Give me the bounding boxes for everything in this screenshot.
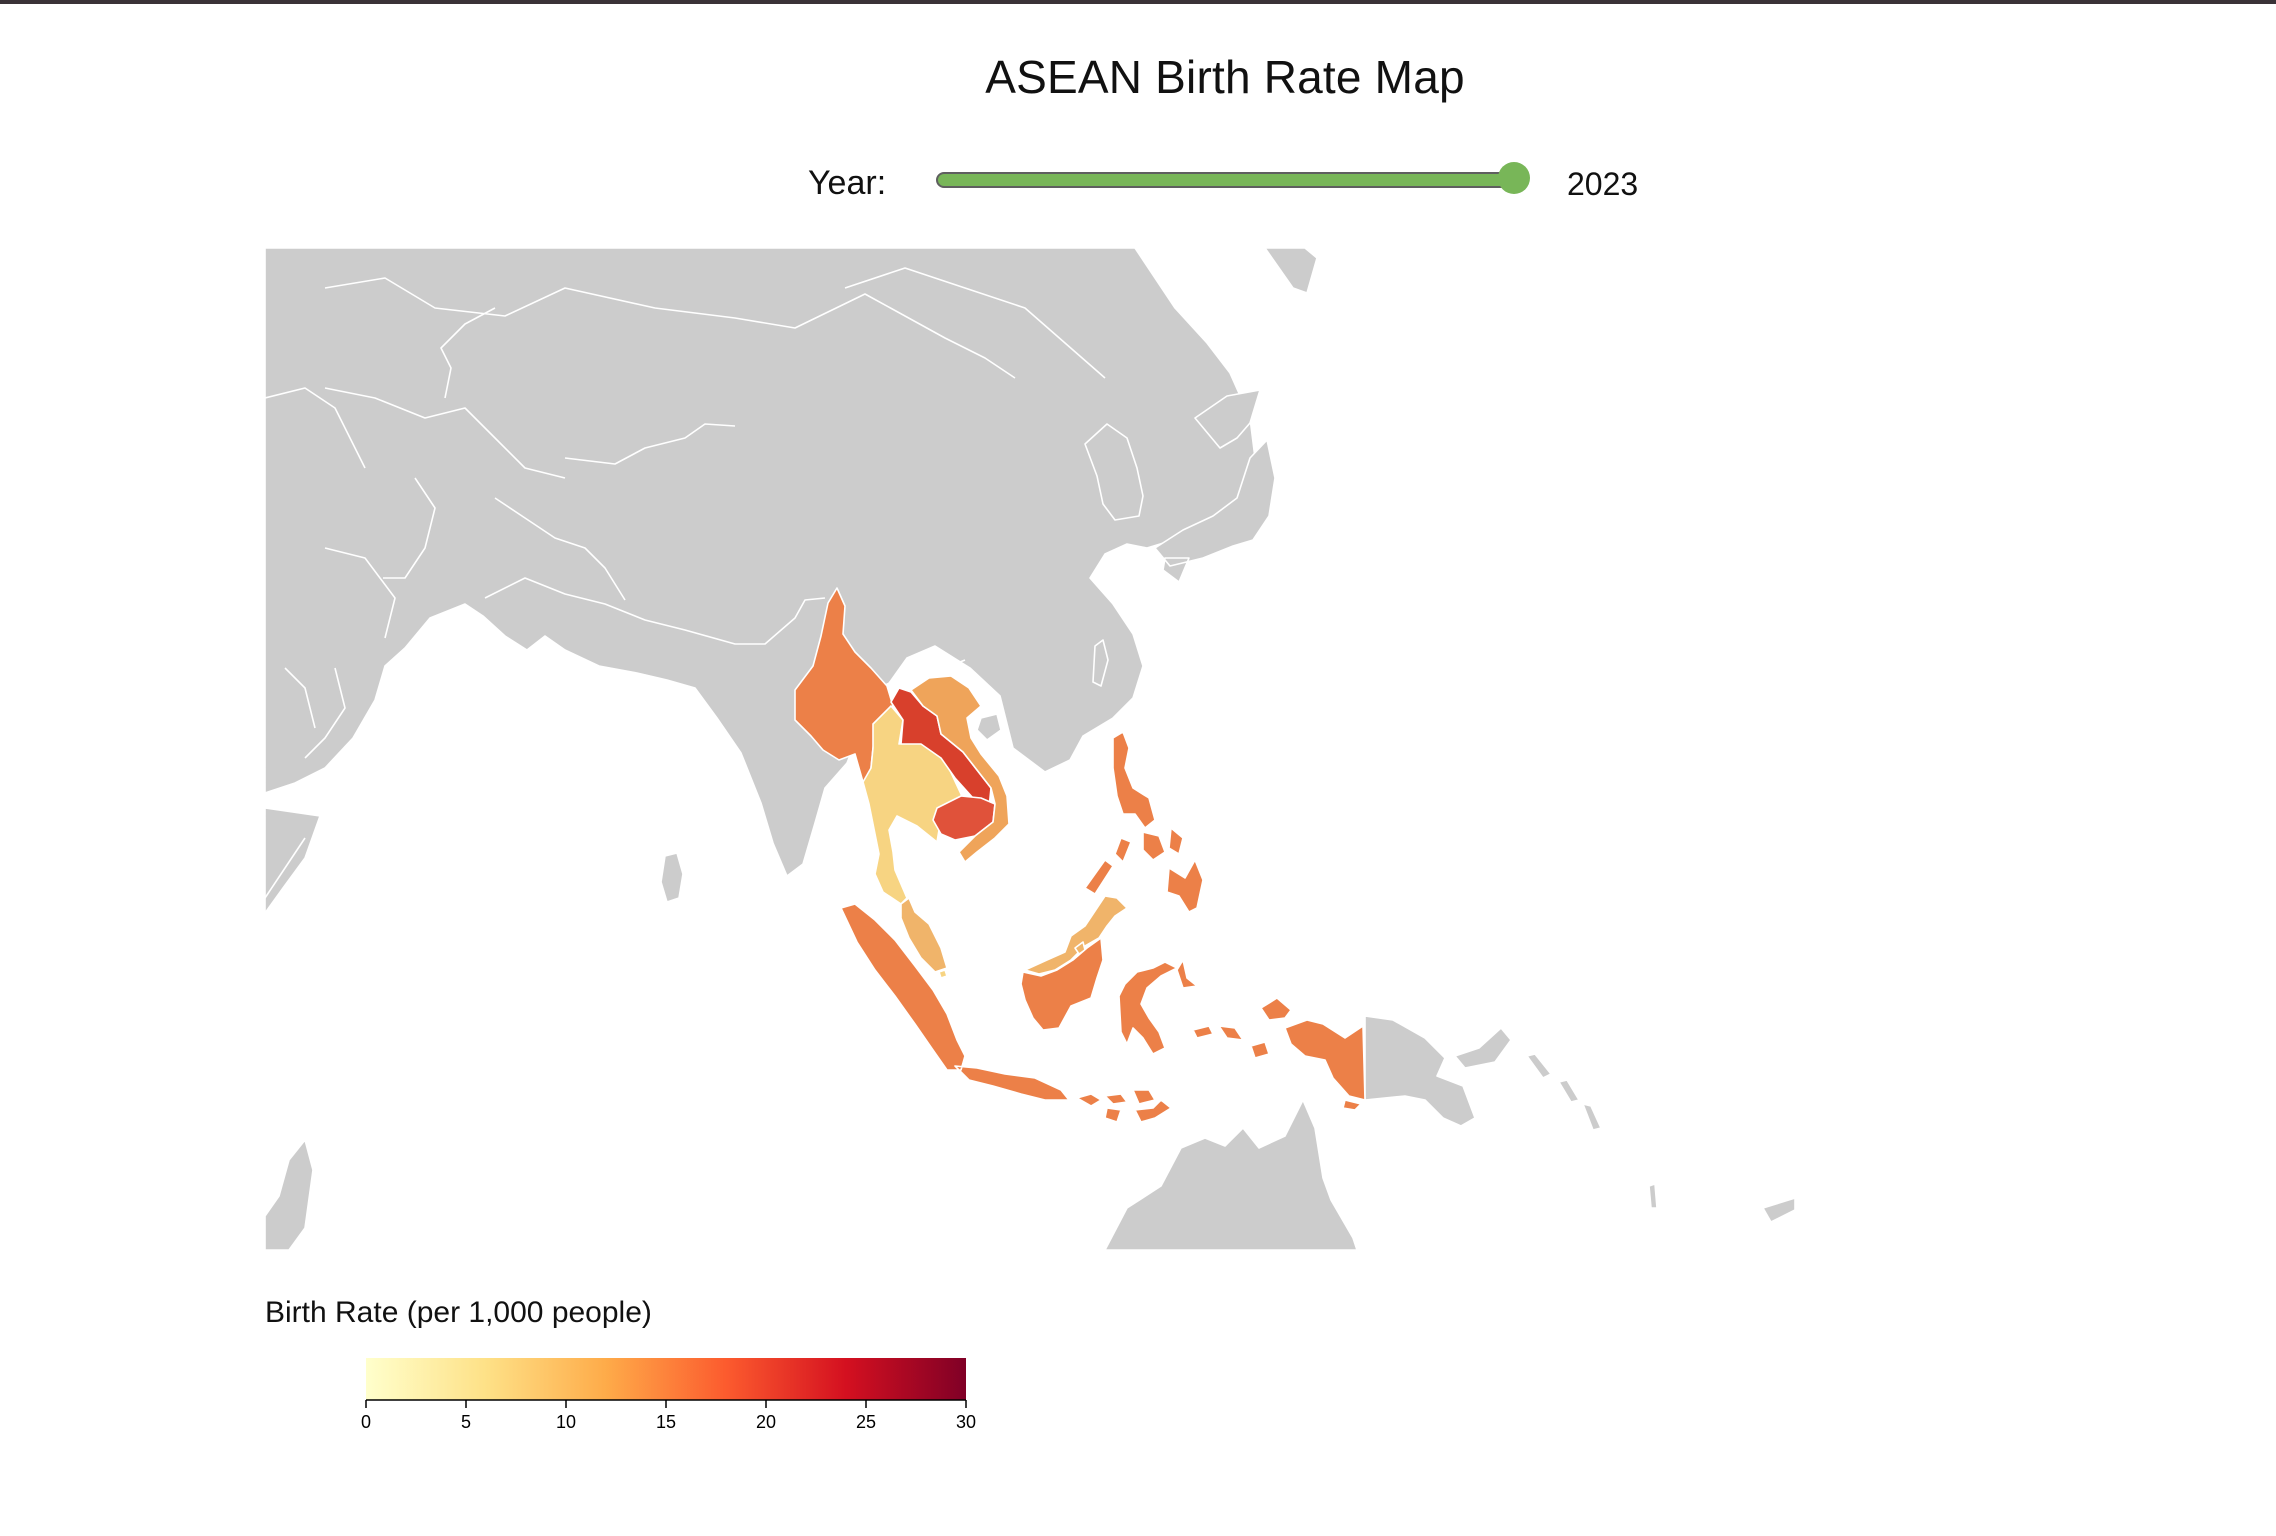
country-papua-new-guinea[interactable]	[1364, 1015, 1476, 1127]
country-eurasia[interactable]	[265, 248, 1256, 877]
legend-tick-label: 5	[461, 1412, 471, 1432]
country-vanuatu[interactable]	[1648, 1183, 1795, 1223]
year-label: Year:	[808, 164, 887, 202]
legend-tick-label: 25	[856, 1412, 876, 1432]
country-malaysia-peninsula[interactable]	[900, 897, 948, 973]
country-vietnam[interactable]	[910, 675, 1010, 863]
year-value: 2023	[1567, 166, 1639, 202]
country-hainan[interactable]	[976, 713, 1002, 741]
country-new-britain[interactable]	[1454, 1027, 1512, 1069]
country-solomon-islands[interactable]	[1526, 1053, 1602, 1131]
country-malaysia-borneo[interactable]	[1024, 895, 1128, 975]
country-singapore[interactable]	[938, 969, 948, 979]
country-taiwan[interactable]	[1092, 639, 1109, 687]
legend-ticks: 0 5 10 15 20 25 30	[361, 1400, 976, 1432]
page-title: ASEAN Birth Rate Map	[985, 51, 1465, 103]
window-top-border	[0, 0, 2276, 4]
country-madagascar[interactable]	[265, 1139, 314, 1250]
country-japan[interactable]	[1154, 389, 1276, 583]
country-australia[interactable]	[1104, 1099, 1358, 1250]
year-control: Year: 2023	[0, 150, 2276, 210]
country-sri-lanka[interactable]	[660, 852, 684, 903]
legend-tick-label: 15	[656, 1412, 676, 1432]
legend-tick-label: 30	[956, 1412, 976, 1432]
country-africa[interactable]	[265, 807, 321, 914]
legend-tick-label: 20	[756, 1412, 776, 1432]
legend-tick-label: 10	[556, 1412, 576, 1432]
year-slider-thumb[interactable]	[1498, 162, 1530, 194]
legend-color-bar	[366, 1358, 966, 1400]
year-slider-track[interactable]	[936, 172, 1526, 188]
country-philippines[interactable]	[1084, 731, 1204, 913]
year-slider[interactable]	[936, 160, 1530, 200]
legend-title: Birth Rate (per 1,000 people)	[265, 1296, 652, 1329]
country-indonesia[interactable]	[840, 903, 1366, 1123]
birth-rate-map	[265, 248, 1795, 1250]
country-sakhalin[interactable]	[1264, 248, 1318, 294]
color-legend: 0 5 10 15 20 25 30	[350, 1352, 990, 1442]
country-korea[interactable]	[1084, 423, 1144, 521]
legend-tick-label: 0	[361, 1412, 371, 1432]
